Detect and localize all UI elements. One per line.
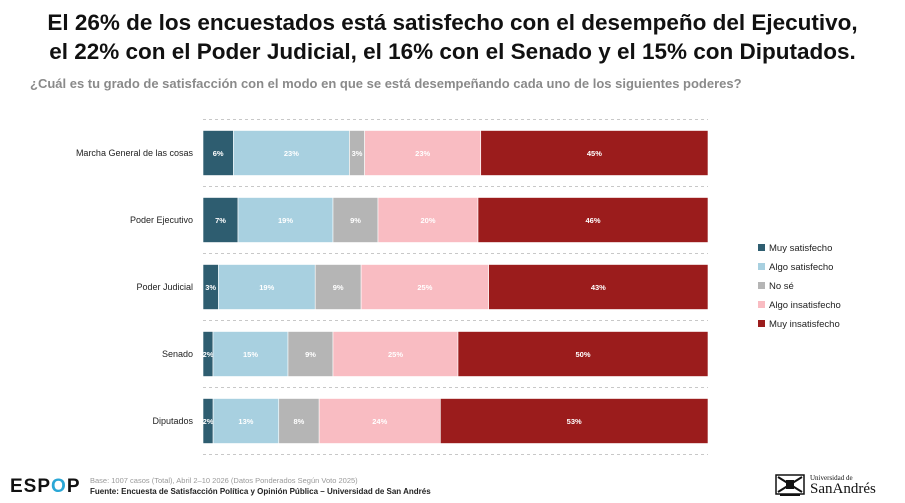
chart-title-line-1: El 26% de los encuestados está satisfech… bbox=[47, 10, 858, 35]
bar-segment bbox=[480, 130, 709, 176]
data-label: 6% bbox=[213, 149, 224, 158]
data-label: 50% bbox=[575, 350, 590, 359]
espop-logo-o: O bbox=[51, 476, 67, 497]
chart-title-line-2: el 22% con el Poder Judicial, el 16% con… bbox=[49, 39, 856, 64]
legend-swatch bbox=[758, 263, 765, 270]
category-label: Poder Judicial bbox=[136, 282, 193, 292]
bar-segment bbox=[440, 398, 709, 444]
category-label: Poder Ejecutivo bbox=[130, 215, 193, 225]
legend-label: Muy insatisfecho bbox=[769, 319, 840, 330]
bar-segment bbox=[457, 331, 709, 377]
data-label: 19% bbox=[278, 216, 293, 225]
data-label: 3% bbox=[205, 283, 216, 292]
bar-segment bbox=[233, 130, 350, 176]
data-label: 43% bbox=[591, 283, 606, 292]
bar-segment bbox=[332, 331, 459, 377]
university-label-big: SanAndrés bbox=[810, 481, 876, 497]
legend-label: Algo satisfecho bbox=[769, 262, 833, 273]
category-label: Diputados bbox=[152, 416, 193, 426]
data-label: 9% bbox=[305, 350, 316, 359]
data-label: 23% bbox=[284, 149, 299, 158]
data-label: 9% bbox=[350, 216, 361, 225]
base-note: Base: 1007 casos (Total), Abril 2–10 202… bbox=[90, 476, 358, 485]
category-label: Marcha General de las cosas bbox=[76, 148, 194, 158]
bar-segment bbox=[287, 331, 334, 377]
legend-label: Muy satisfecho bbox=[769, 243, 832, 254]
data-label: 13% bbox=[238, 417, 253, 426]
bar-segment bbox=[314, 264, 362, 310]
data-label: 53% bbox=[567, 417, 582, 426]
data-label: 2% bbox=[203, 417, 214, 426]
data-label: 9% bbox=[333, 283, 344, 292]
bar-segment bbox=[360, 264, 489, 310]
bar-segment bbox=[477, 197, 709, 243]
legend-swatch bbox=[758, 301, 765, 308]
data-label: 3% bbox=[352, 149, 363, 158]
bar-segment bbox=[212, 398, 280, 444]
data-label: 8% bbox=[294, 417, 305, 426]
category-label: Senado bbox=[162, 349, 193, 359]
espop-logo-start: ESP bbox=[10, 476, 52, 497]
university-label-small: Universidad de bbox=[810, 474, 853, 482]
university-logo: Universidad de SanAndrés bbox=[774, 472, 900, 498]
data-label: 20% bbox=[420, 216, 435, 225]
data-label: 7% bbox=[215, 216, 226, 225]
data-label: 2% bbox=[203, 350, 214, 359]
data-label: 46% bbox=[585, 216, 600, 225]
data-label: 19% bbox=[259, 283, 274, 292]
espop-logo-end: P bbox=[66, 476, 81, 497]
legend-swatch bbox=[758, 244, 765, 251]
data-label: 15% bbox=[243, 350, 258, 359]
espop-logo: ESPOP bbox=[10, 476, 81, 498]
data-label: 25% bbox=[388, 350, 403, 359]
bar-segment bbox=[488, 264, 709, 310]
legend-label: No sé bbox=[769, 281, 794, 292]
bar-segment bbox=[237, 197, 334, 243]
data-label: 25% bbox=[417, 283, 432, 292]
stacked-bar-chart: Marcha General de las cosas 6% 23% 3% 23% 45%… bbox=[76, 119, 841, 455]
chart-subtitle: ¿Cuál es tu grado de satisfacción con el… bbox=[30, 76, 742, 91]
data-label: 45% bbox=[587, 149, 602, 158]
source-note: Fuente: Encuesta de Satisfacción Polític… bbox=[90, 487, 431, 496]
legend-label: Algo insatisfecho bbox=[769, 300, 841, 311]
chart-title: El 26% de los encuestados está satisfech… bbox=[0, 8, 905, 66]
university-crest-icon bbox=[775, 474, 805, 496]
bar-segment bbox=[212, 331, 289, 377]
bar-segment bbox=[218, 264, 316, 310]
legend-swatch bbox=[758, 282, 765, 289]
bar-segment bbox=[332, 197, 379, 243]
legend-swatch bbox=[758, 320, 765, 327]
data-label: 23% bbox=[415, 149, 430, 158]
bar-segment bbox=[318, 398, 441, 444]
bar-segment bbox=[202, 197, 239, 243]
data-label: 24% bbox=[372, 417, 387, 426]
bar-segment bbox=[202, 130, 234, 176]
